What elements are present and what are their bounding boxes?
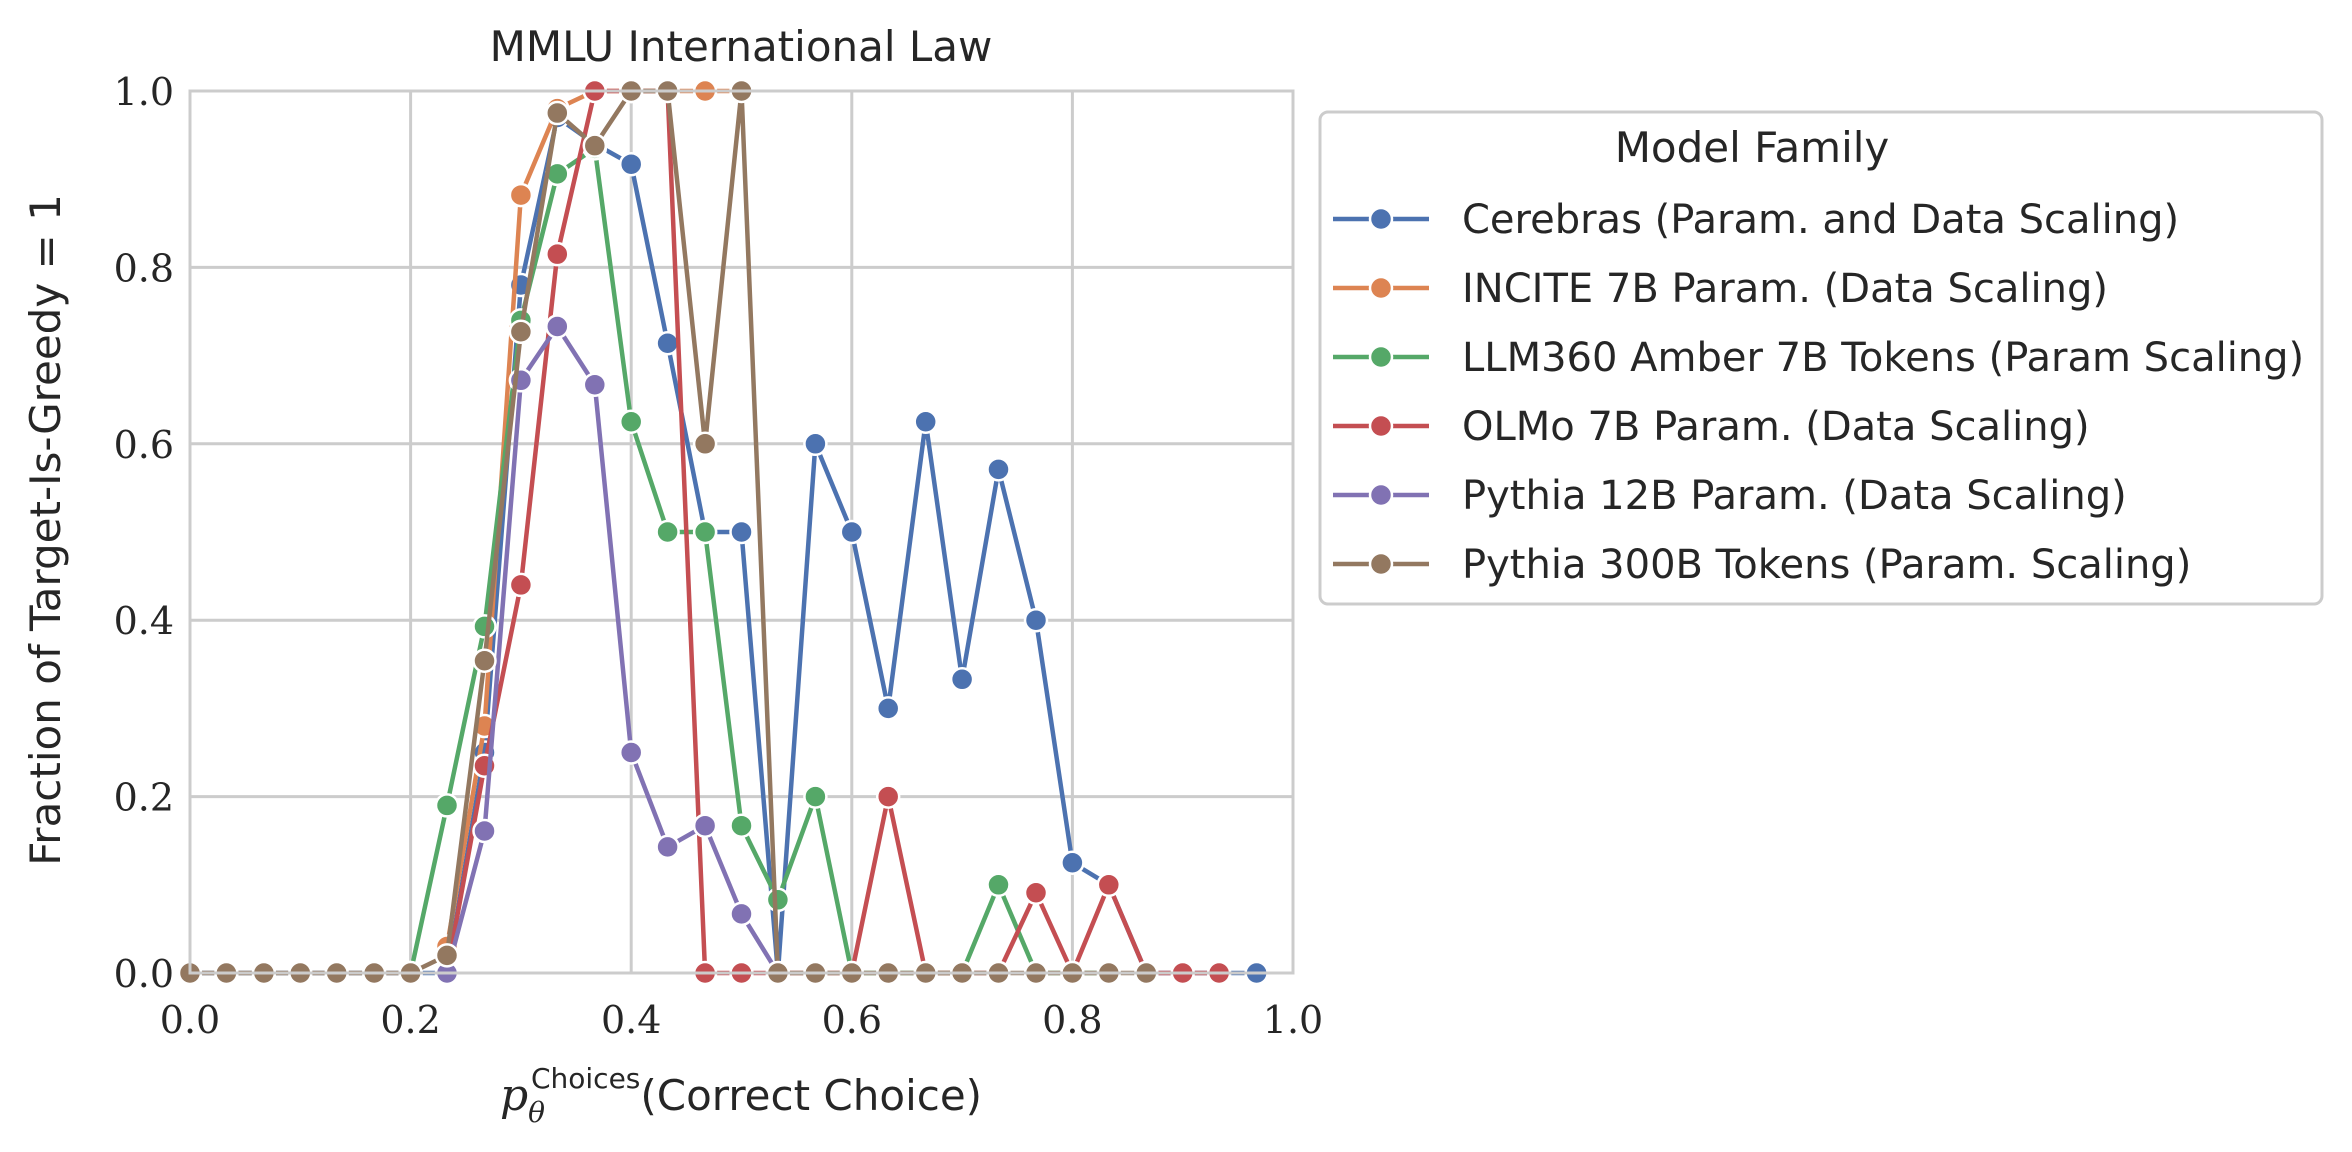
legend: Model Family Cerebras (Param. and Data S…	[1318, 110, 2324, 606]
y-tick-label: 0.4	[114, 599, 174, 643]
data-point	[1060, 850, 1085, 875]
data-point	[803, 431, 828, 457]
plot-frame	[188, 89, 1295, 975]
data-point	[618, 740, 644, 765]
data-point	[692, 519, 718, 545]
data-point	[729, 519, 754, 545]
y-tick-labels: 0.0 0.2 0.4 0.6 0.8 1.0	[114, 70, 174, 996]
data-point	[1096, 872, 1122, 898]
y-tick-label: 0.2	[114, 776, 174, 820]
data-point	[655, 331, 680, 356]
data-point	[545, 241, 570, 267]
legend-marker	[1368, 413, 1394, 439]
series-4	[434, 314, 791, 986]
data-point	[472, 648, 497, 674]
x-tick-label: 0.4	[601, 998, 661, 1042]
x-label-argument: (Correct Choice)	[640, 1071, 982, 1120]
x-tick-label: 0.2	[380, 998, 440, 1042]
data-point	[545, 100, 570, 126]
data-point	[913, 409, 938, 434]
y-tick-label: 0.0	[114, 952, 174, 996]
data-point	[508, 572, 534, 598]
y-tick-label: 1.0	[114, 70, 174, 114]
x-tick-label: 1.0	[1263, 998, 1323, 1042]
legend-label: Cerebras (Param. and Data Scaling)	[1462, 197, 2179, 243]
data-point	[508, 319, 534, 345]
data-point	[986, 872, 1011, 898]
data-point	[765, 887, 791, 913]
data-point	[545, 314, 570, 339]
svg-text:pθChoices(Correct Choice): pθChoices(Correct Choice)	[500, 1062, 982, 1129]
x-label-subscript: θ	[528, 1096, 545, 1129]
data-point	[729, 813, 754, 838]
chart-title: MMLU International Law	[490, 22, 993, 71]
legend-label: Pythia 12B Param. (Data Scaling)	[1462, 473, 2127, 519]
legend-entry: OLMo 7B Param. (Data Scaling)	[1333, 404, 2090, 450]
data-point	[949, 667, 975, 692]
legend-entry: Pythia 300B Tokens (Param. Scaling)	[1333, 542, 2191, 588]
data-point	[1023, 607, 1049, 633]
legend-title: Model Family	[1615, 123, 1890, 172]
x-tick-labels: 0.0 0.2 0.4 0.6 0.8 1.0	[160, 998, 1323, 1042]
data-point	[582, 372, 608, 397]
y-axis-label: Fraction of Target-Is-Greedy = 1	[21, 194, 70, 866]
data-point	[692, 813, 718, 838]
legend-entry: Cerebras (Param. and Data Scaling)	[1333, 197, 2179, 243]
data-point	[618, 409, 644, 434]
legend-entry: Pythia 12B Param. (Data Scaling)	[1333, 473, 2127, 519]
data-point	[875, 784, 901, 809]
data-point	[472, 614, 497, 639]
legend-entry: INCITE 7B Param. (Data Scaling)	[1333, 266, 2108, 312]
data-point	[1023, 880, 1049, 905]
legend-label: Pythia 300B Tokens (Param. Scaling)	[1462, 542, 2191, 588]
x-label-variable: p	[500, 1070, 528, 1121]
data-point	[434, 793, 460, 818]
data-point	[655, 834, 680, 860]
x-tick-label: 0.8	[1042, 998, 1102, 1042]
legend-label: INCITE 7B Param. (Data Scaling)	[1462, 266, 2108, 312]
x-axis-label: pθChoices(Correct Choice)	[500, 1062, 982, 1129]
legend-marker	[1368, 275, 1394, 301]
x-label-superscript: Choices	[531, 1062, 640, 1095]
legend-entries: Cerebras (Param. and Data Scaling) INCITE…	[1333, 197, 2304, 588]
legend-label: OLMo 7B Param. (Data Scaling)	[1462, 404, 2090, 450]
data-point	[986, 457, 1011, 482]
data-point	[729, 901, 754, 927]
legend-marker	[1368, 206, 1394, 232]
data-point	[434, 943, 460, 968]
x-tick-label: 0.6	[822, 998, 882, 1042]
data-point	[618, 151, 644, 177]
legend-entry: LLM360 Amber 7B Tokens (Param Scaling)	[1333, 335, 2304, 381]
legend-marker	[1368, 344, 1394, 370]
series-line	[444, 324, 781, 976]
legend-label: LLM360 Amber 7B Tokens (Param Scaling)	[1462, 335, 2304, 381]
legend-marker	[1368, 482, 1394, 508]
legend-box	[1318, 110, 2324, 606]
y-tick-label: 0.8	[114, 246, 174, 290]
data-point	[582, 133, 608, 158]
data-point	[803, 784, 828, 809]
data-point	[655, 519, 680, 545]
data-point	[692, 431, 718, 457]
x-tick-label: 0.0	[160, 998, 220, 1042]
data-point	[472, 818, 497, 844]
y-tick-label: 0.6	[114, 423, 174, 467]
data-point	[839, 519, 865, 545]
legend-marker	[1368, 551, 1394, 577]
data-point	[508, 182, 534, 208]
data-point	[875, 696, 901, 721]
